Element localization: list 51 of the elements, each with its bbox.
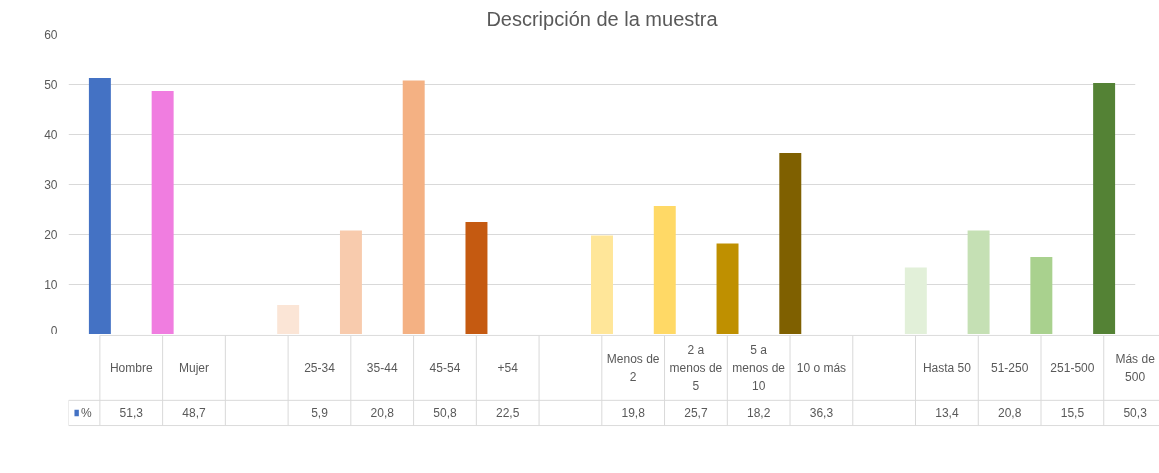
data-label: 19,8 [621, 406, 646, 421]
bar [88, 78, 111, 334]
x-tick-label: Hasta 50 [922, 360, 972, 375]
data-label: 50,8 [433, 406, 457, 421]
data-label: 5,9 [311, 406, 329, 421]
data-label: 15,5 [1060, 406, 1085, 421]
y-tick-label: 20 [44, 228, 58, 242]
bar [402, 80, 425, 334]
bar [1093, 83, 1116, 334]
bar [277, 305, 300, 334]
chart-title: Descripción de la muestra [486, 7, 719, 30]
bar [151, 91, 174, 334]
x-tick-label: Hombre [109, 360, 153, 375]
x-tick-label: Menos de 2 [606, 351, 660, 384]
data-label: 22,5 [496, 406, 520, 421]
y-tick-label: 0 [50, 323, 58, 338]
y-tick-label: 50 [44, 78, 58, 92]
x-tick-label: 10 o más [796, 360, 847, 375]
bar [591, 235, 613, 334]
data-label: 13,4 [935, 406, 959, 421]
x-tick-label: 51-250 [990, 361, 1029, 376]
y-tick-label: 60 [44, 28, 58, 42]
y-tick-label: 30 [44, 178, 58, 192]
data-label: 36,3 [809, 406, 834, 421]
data-label: 50,3 [1123, 406, 1148, 421]
x-tick-label: 5 a menos de 10 [732, 342, 786, 394]
bar [339, 230, 362, 334]
bar [653, 206, 676, 334]
bar [904, 267, 927, 334]
x-tick-label: Mujer [178, 360, 209, 375]
x-tick-label: 251-500 [1050, 361, 1095, 376]
bar [1030, 257, 1053, 334]
data-label: 20,8 [997, 406, 1022, 421]
bar [465, 222, 488, 334]
bar [967, 230, 990, 334]
legend-label: % [81, 405, 93, 420]
data-label: 18,2 [746, 406, 771, 421]
x-tick-label: 35-44 [366, 361, 398, 376]
bar [716, 243, 739, 334]
y-tick-label: 10 [44, 278, 58, 292]
x-tick-label: +54 [497, 361, 519, 376]
bar [779, 153, 802, 334]
data-label: 20,8 [370, 406, 395, 421]
data-label: 51,3 [119, 406, 144, 421]
x-tick-label: 2 a menos de 5 [669, 342, 723, 394]
x-tick-label: Más de 500 [1115, 351, 1156, 384]
y-tick-label: 40 [44, 128, 58, 142]
data-label: 25,7 [684, 406, 708, 421]
x-tick-label: 45-54 [429, 361, 461, 376]
data-label: 48,7 [182, 406, 206, 421]
x-tick-label: 25-34 [304, 361, 336, 376]
